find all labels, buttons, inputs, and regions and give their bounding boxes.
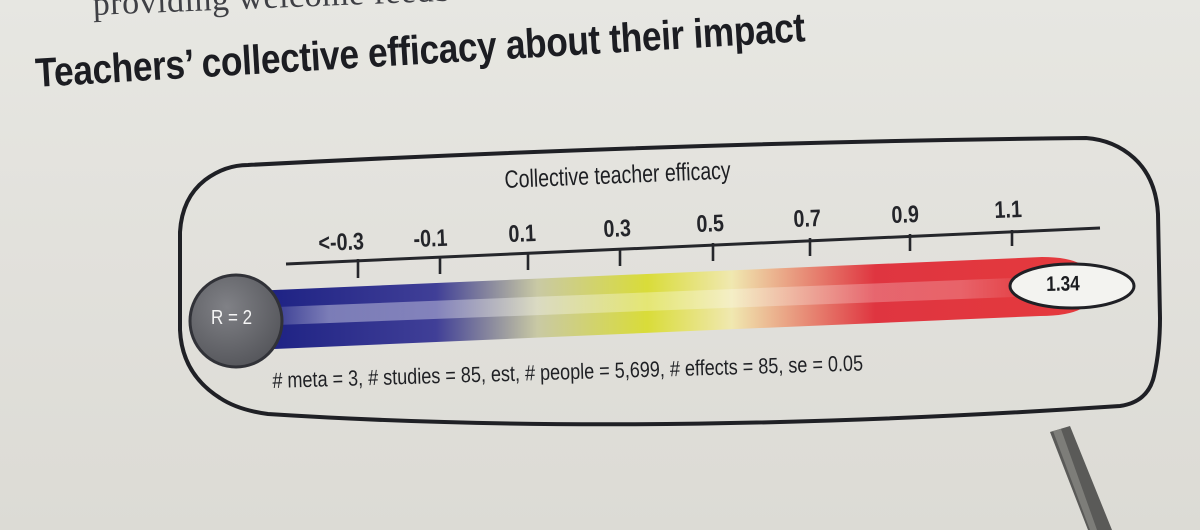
tick-label-3: 0.1 [508,219,537,248]
tick-label-1: <-0.3 [318,228,365,257]
axis-line [285,226,1101,266]
tick-label-8: 1.1 [994,195,1023,224]
rank-badge [188,273,284,369]
pen-highlight [1053,429,1097,530]
value-oval [1008,262,1136,310]
tick-label-5: 0.5 [696,209,725,238]
rank-label: R = 2 [211,307,253,329]
axis-ticks [356,230,1014,278]
tick-label-6: 0.7 [793,204,822,233]
figure-outline [178,135,1163,427]
tick-label-2: -0.1 [413,224,448,253]
effect-size-value: 1.34 [1046,272,1080,296]
gradient-bar-highlight [250,277,1040,326]
tick-label-7: 0.9 [891,200,920,229]
tick-label-4: 0.3 [603,214,632,243]
